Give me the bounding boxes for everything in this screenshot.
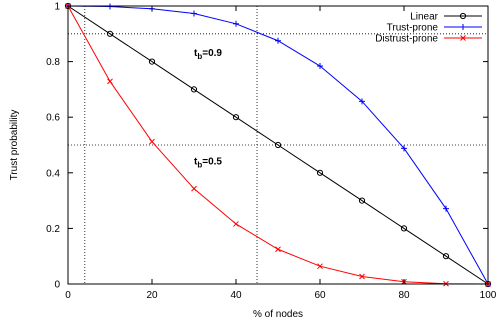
legend-label: Trust-prone [387, 23, 439, 34]
data-point-trust-prone [401, 145, 407, 152]
data-point-linear [400, 225, 408, 232]
legend-item-linear: Linear [410, 12, 482, 23]
data-point-trust-prone [107, 3, 113, 10]
data-point-distrust-prone [359, 273, 365, 280]
x-tick-label: 0 [65, 290, 71, 301]
annotation-label: tb=0.5 [194, 156, 222, 169]
y-axis-label: Trust probability [9, 110, 20, 181]
x-tick-label: 80 [398, 290, 410, 301]
data-point-distrust-prone [149, 138, 155, 145]
data-point-distrust-prone [191, 185, 197, 192]
y-tick-label: 0.8 [46, 57, 60, 68]
data-point-distrust-prone [107, 78, 113, 85]
x-tick-label: 100 [480, 290, 496, 301]
y-tick-label: 0.6 [46, 113, 60, 124]
x-tick-label: 20 [146, 290, 158, 301]
series-line-linear [67, 5, 489, 285]
data-point-linear [316, 169, 324, 176]
legend-label: Linear [410, 12, 438, 23]
legend-marker [460, 35, 466, 41]
data-point-linear [274, 141, 282, 149]
data-point-trust-prone [317, 63, 323, 70]
x-tick-label: 60 [314, 290, 326, 301]
data-point-linear [190, 86, 198, 93]
data-point-distrust-prone [275, 246, 281, 253]
series-linear [64, 2, 492, 288]
legend-item-distrust-prone: Distrust-prone [375, 34, 482, 45]
data-point-trust-prone [359, 98, 365, 105]
legend-marker [459, 12, 467, 20]
data-point-trust-prone [275, 37, 281, 44]
data-point-linear [442, 253, 450, 260]
legend-item-trust-prone: Trust-prone [387, 23, 482, 34]
legend-label: Distrust-prone [375, 34, 438, 45]
y-tick-label: 1 [54, 2, 60, 13]
data-point-linear [148, 58, 156, 65]
data-point-trust-prone [443, 205, 449, 212]
series-distrust-prone [65, 3, 491, 287]
annotation-label: tb=0.9 [194, 48, 222, 61]
x-axis-label: % of nodes [253, 309, 303, 320]
y-tick-label: 0.4 [46, 168, 60, 179]
plot-frame [67, 5, 489, 285]
data-point-linear [358, 197, 366, 204]
annotations: tb=0.9 tb=0.5 [194, 48, 222, 169]
data-point-trust-prone [233, 20, 239, 27]
data-point-distrust-prone [317, 263, 323, 270]
axis-ticks: 0 20 40 60 80 100 0 0.2 0.4 0.6 0.8 1 [46, 2, 496, 302]
data-point-linear [106, 30, 114, 37]
series-layer [64, 2, 492, 288]
x-tick-label: 40 [230, 290, 242, 301]
y-tick-label: 0 [54, 280, 60, 291]
data-point-linear [232, 114, 240, 121]
legend-marker [460, 24, 466, 30]
data-point-distrust-prone [233, 221, 239, 227]
data-point-trust-prone [191, 10, 197, 17]
y-tick-label: 0.2 [46, 224, 60, 235]
